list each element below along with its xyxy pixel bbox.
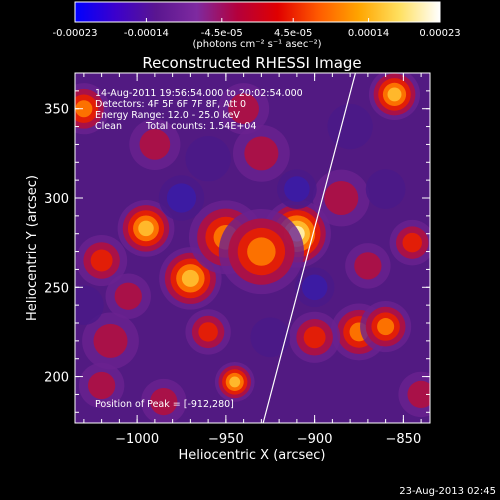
y-axis-ticks: 200 250 300 350 [44,72,430,413]
colorbar-tick-label: -0.00023 [53,28,98,39]
plot-frame [74,72,431,424]
x-tick-label: −900 [297,432,333,447]
y-tick-label: 350 [44,103,69,118]
flux-source [368,73,421,120]
y-tick-label: 200 [44,371,69,386]
colorbar-tick-label: 0.00023 [419,28,460,39]
info-energy: Energy Range: 12.0 - 25.0 keV [95,110,240,121]
flux-source [117,199,175,257]
flux-source [141,378,187,423]
flux-map [75,73,430,423]
flux-source [360,301,412,353]
colorbar-tick-label: -4.5e-05 [201,28,243,39]
info-detectors: Detectors: 4F 5F 6F 7F 8F, Att 0 [95,99,246,110]
flux-source [76,234,128,287]
flux-source [78,362,125,409]
solar-limb-line [262,72,357,424]
colorbar-ticks: -0.00023 -0.00014 -4.5e-05 4.5e-05 0.00014 0.… [53,18,461,39]
flux-source [345,243,391,289]
flux-source [185,309,231,355]
colorbar-unit-label: (photons cm⁻² s⁻¹ asec⁻²) [192,39,321,50]
flux-source [365,169,406,209]
flux-source [294,267,335,308]
info-block: 14-Aug-2011 19:56:54.000 to 20:02:54.000… [95,88,303,132]
flux-source [214,362,255,402]
colorbar [74,1,441,23]
flux-source [276,169,317,209]
flux-source [82,312,139,370]
flux-source [218,83,270,135]
x-tick-label: −1000 [115,432,159,447]
x-tick-label: −950 [208,432,244,447]
y-tick-label: 300 [44,192,69,207]
flux-source [105,273,151,319]
colorbar-tick-label: 4.5e-05 [274,28,312,39]
peak-label: Position of Peak = [-912,280] [95,399,234,410]
info-time: 14-Aug-2011 19:56:54.000 to 20:02:54.000 [95,88,303,99]
flux-source [129,118,181,170]
x-axis-ticks: −1000 −950 −900 −850 [83,73,422,447]
footer-timestamp: 23-Aug-2013 02:45 [399,486,496,497]
flux-source [218,208,304,295]
info-counts: Total counts: 1.54E+04 [145,121,256,132]
flux-source [398,371,430,418]
flux-source [75,285,104,326]
flux-source [389,219,430,266]
flux-source [185,135,231,182]
colorbar-tick-label: 0.00014 [348,28,389,39]
x-axis-label: Heliocentric X (arcsec) [179,448,326,463]
y-axis-label: Heliocentric Y (arcsec) [25,175,40,321]
flux-source [75,83,110,135]
x-tick-label: −850 [386,432,422,447]
flux-source [289,311,341,363]
colorbar-tick-label: -0.00014 [124,28,169,39]
y-tick-label: 250 [44,281,69,296]
info-clean: Clean [95,121,122,132]
flux-source [312,169,370,227]
image-title: Reconstructed RHESSI Image [142,54,361,72]
flux-source [232,124,290,182]
flux-source [158,175,205,221]
flux-source [327,103,373,150]
flux-source [250,317,291,358]
